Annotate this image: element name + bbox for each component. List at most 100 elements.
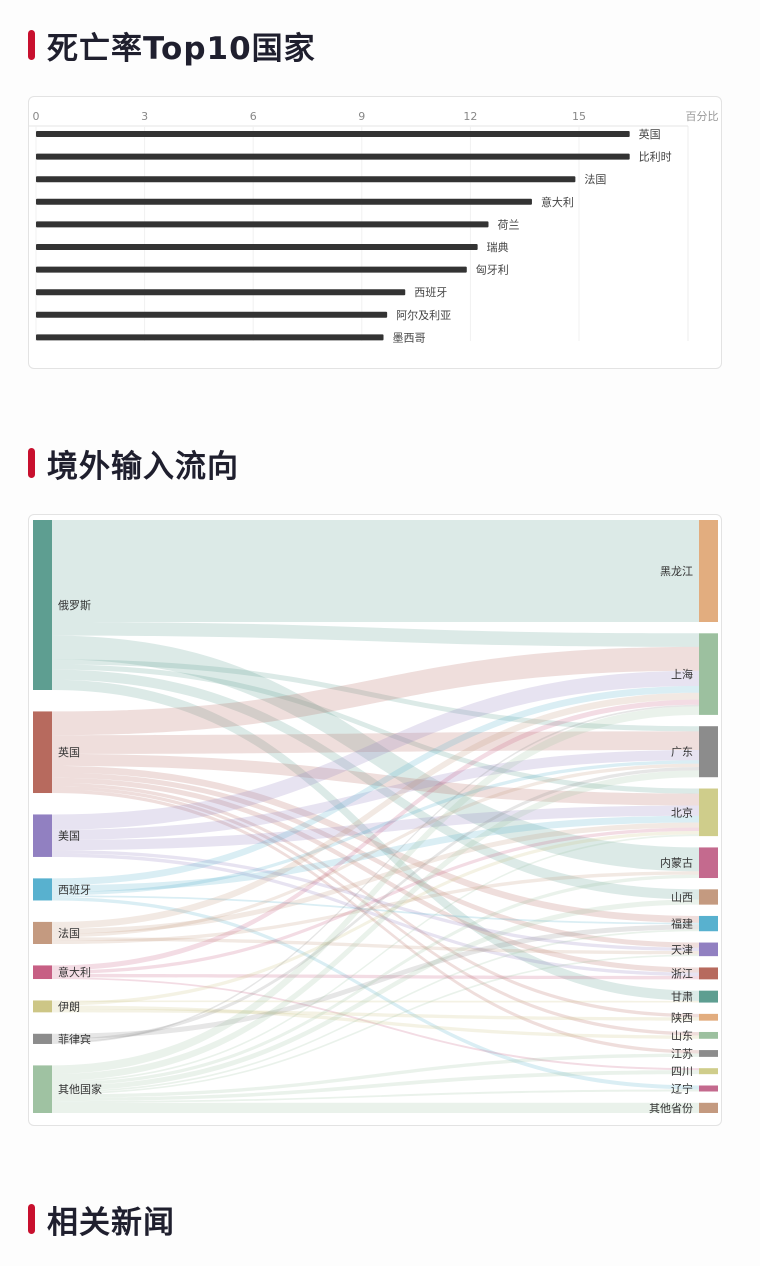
sankey-links — [52, 520, 699, 1113]
link-美国-上海 — [52, 670, 699, 830]
source-node-英国 — [33, 711, 52, 794]
target-node-山东 — [699, 1031, 718, 1039]
target-node-label: 上海 — [671, 667, 693, 681]
target-node-label: 福建 — [671, 917, 693, 931]
link-伊朗-北京 — [52, 831, 699, 1006]
link-俄罗斯-黑龙江 — [52, 520, 699, 622]
source-node-俄罗斯 — [33, 520, 52, 690]
source-node-label: 伊朗 — [58, 1000, 80, 1013]
link-西班牙-辽宁 — [52, 897, 699, 1090]
link-其他国家-天津 — [52, 954, 699, 1095]
x-tick-label: 3 — [141, 110, 148, 123]
target-node-北京 — [699, 788, 718, 837]
target-node-label: 内蒙古 — [660, 856, 693, 870]
section-title-news: 相关新闻 — [28, 1199, 175, 1241]
bar-荷兰 — [36, 221, 489, 228]
bar-瑞典 — [36, 244, 478, 250]
link-英国-浙江 — [52, 777, 699, 973]
target-node-辽宁 — [699, 1085, 718, 1092]
link-美国-浙江 — [52, 853, 699, 976]
source-node-label: 西班牙 — [58, 883, 91, 896]
link-西班牙-上海 — [52, 686, 699, 886]
bar-匈牙利 — [36, 266, 467, 273]
link-美国-广东 — [52, 750, 699, 840]
link-伊朗-陕西 — [52, 1008, 699, 1021]
source-node-美国 — [33, 814, 52, 857]
link-意大利-浙江 — [52, 973, 699, 980]
target-node-label: 浙江 — [671, 967, 693, 980]
source-node-label: 俄罗斯 — [58, 599, 91, 612]
bar-label: 匈牙利 — [476, 263, 509, 277]
target-node-label: 其他省份 — [649, 1102, 693, 1115]
target-node-内蒙古 — [699, 847, 718, 879]
link-菲律宾-上海 — [52, 704, 699, 1044]
target-node-label: 黑龙江 — [660, 565, 693, 578]
x-tick-label: 6 — [250, 110, 257, 123]
link-俄罗斯-上海 — [52, 622, 699, 647]
source-node-label: 其他国家 — [58, 1082, 102, 1096]
link-西班牙-北京 — [52, 815, 699, 892]
source-node-label: 法国 — [58, 926, 80, 940]
link-英国-北京 — [52, 753, 699, 806]
section-title-inflow: 境外输入流向 — [28, 443, 239, 485]
link-意大利-北京 — [52, 827, 699, 974]
source-node-菲律宾 — [33, 1033, 52, 1044]
bar-label: 法国 — [584, 172, 606, 186]
link-其他国家-其他省份 — [52, 1102, 699, 1113]
source-node-伊朗 — [33, 1000, 52, 1013]
link-其他国家-北京 — [52, 834, 699, 1083]
section-title-text: 死亡率Top10国家 — [47, 30, 316, 67]
section-title-death-rate: 死亡率Top10国家 — [28, 25, 316, 67]
bar-label: 意大利 — [541, 195, 574, 209]
link-其他国家-四川 — [52, 1070, 699, 1102]
link-西班牙-福建 — [52, 895, 699, 925]
x-tick-label: 9 — [358, 110, 365, 123]
target-node-天津 — [699, 942, 718, 957]
bar-比利时 — [36, 153, 630, 160]
link-英国-陕西 — [52, 782, 699, 1018]
link-美国-北京 — [52, 805, 699, 851]
source-node-其他国家 — [33, 1065, 52, 1113]
source-node-label: 意大利 — [58, 965, 91, 979]
link-其他国家-江苏 — [52, 1053, 699, 1098]
link-西班牙-广东 — [52, 760, 699, 896]
section-accent-bar — [28, 30, 35, 60]
x-tick-label: 15 — [572, 110, 586, 123]
death-rate-chart-card: 0 3 6 9 12 15 百分比 英国 比利时 法国 意大利 荷兰 瑞典 匈牙利 西班牙 阿尔及利亚 墨西哥 — [28, 96, 722, 369]
x-tick-label: 12 — [463, 110, 477, 123]
source-node-西班牙 — [33, 878, 52, 901]
link-英国-天津 — [52, 772, 699, 948]
x-unit-label: 百分比 — [686, 110, 719, 123]
bar-label: 西班牙 — [414, 286, 447, 299]
bar-label: 瑞典 — [487, 240, 509, 254]
link-伊朗-山东 — [52, 1005, 699, 1039]
link-法国-广东 — [52, 763, 699, 938]
link-俄罗斯-广东 — [52, 659, 699, 732]
source-node-意大利 — [33, 965, 52, 980]
bar-label: 阿尔及利亚 — [396, 309, 451, 322]
section-title-text: 境外输入流向 — [47, 448, 239, 485]
bar-label: 荷兰 — [498, 218, 520, 231]
bar-西班牙 — [36, 289, 406, 296]
link-英国-广东 — [52, 731, 699, 754]
target-node-label: 陕西 — [671, 1010, 693, 1024]
bar-label: 墨西哥 — [393, 331, 426, 344]
target-node-label: 甘肃 — [671, 991, 693, 1004]
section-accent-bar — [28, 448, 35, 478]
link-法国-内蒙古 — [52, 871, 699, 944]
link-俄罗斯-甘肃 — [52, 679, 699, 1001]
link-菲律宾-福建 — [52, 924, 699, 1039]
link-菲律宾-广东 — [52, 767, 699, 1043]
bar-意大利 — [36, 198, 532, 205]
bar-墨西哥 — [36, 334, 384, 341]
target-node-甘肃 — [699, 990, 718, 1003]
link-英国-上海 — [52, 646, 699, 736]
link-法国-天津 — [52, 937, 699, 955]
link-美国-天津 — [52, 850, 699, 952]
target-node-label: 广东 — [671, 746, 693, 759]
target-node-福建 — [699, 915, 718, 932]
link-其他国家-内蒙古 — [52, 874, 699, 1086]
source-node-label: 美国 — [58, 830, 80, 843]
